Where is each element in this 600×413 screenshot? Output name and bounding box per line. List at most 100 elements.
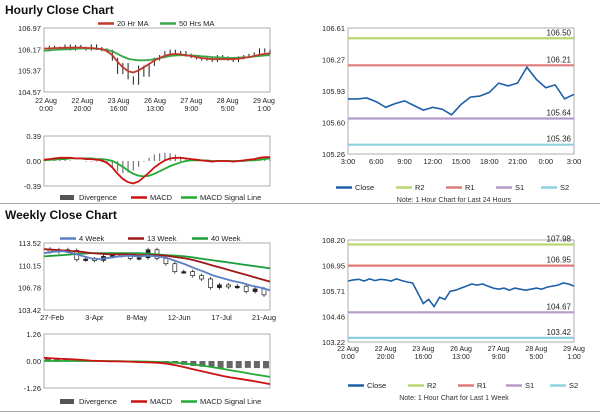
weekly-divergence-bar: [263, 361, 269, 369]
weekly-section-title: Weekly Close Chart: [5, 208, 117, 222]
legend-weekly-macd-label: MACD: [150, 397, 173, 406]
hourly-levels-y-tick-label: 105.60: [322, 119, 345, 128]
weekly-divergence-bar: [244, 361, 251, 368]
weekly-levels-x-tick-label: 26 Aug: [450, 346, 472, 353]
weekly-candle-body: [172, 263, 178, 273]
weekly-r1-level-value: 106.95: [547, 256, 572, 265]
weekly-levels-y-tick-label: 106.95: [322, 262, 345, 271]
hourly-price-x-tick-label: 9:00: [185, 106, 199, 113]
bottom-border: [0, 411, 600, 412]
weekly-price-x-tick-label: 17-Jul: [211, 313, 232, 322]
hourly-levels-x-tick-label: 12:00: [423, 157, 442, 166]
weekly-price-y-tick-label: 110.15: [19, 261, 41, 270]
weekly-candle-body: [83, 258, 89, 261]
legend-hourly-s1-label: S1: [515, 183, 524, 192]
weekly-divergence-bar: [217, 361, 224, 369]
weekly-price-y-tick-label: 103.42: [18, 306, 41, 315]
hourly-levels-y-tick-label: 105.93: [322, 87, 345, 96]
hourly-levels-x-tick-label: 0:00: [538, 157, 553, 166]
weekly-divergence-bar: [235, 361, 242, 369]
weekly-levels-y-tick-label: 108.20: [322, 236, 345, 245]
weekly-divergence-bar: [45, 357, 51, 361]
hourly-macd-line: [43, 156, 270, 185]
weekly-levels-x-tick-label: 27 Aug: [488, 346, 510, 353]
hourly-section-title: Hourly Close Chart: [5, 3, 114, 17]
hourly-price-x-tick-label: 20:00: [74, 106, 92, 113]
hourly-price-x-tick-label: 16:00: [110, 106, 128, 113]
hourly-levels-y-tick-label: 106.27: [322, 56, 345, 65]
hourly-macd-y-tick-label: -0.39: [24, 182, 41, 191]
hourly-levels-x-tick-label: 18:00: [480, 157, 499, 166]
weekly-levels-x-tick-label: 29 Aug: [563, 346, 585, 353]
hourly-price-x-tick-label: 26 Aug: [144, 98, 166, 105]
hourly-price-x-tick-label: 1:00: [257, 106, 271, 113]
hourly-price-y-tick-label: 105.37: [18, 67, 41, 76]
weekly-candle-body: [136, 257, 142, 260]
legend-weekly-macd-signal-label: MACD Signal Line: [200, 397, 261, 406]
weekly-divergence-bar: [253, 361, 260, 369]
weekly-levels-x-tick-label: 9:00: [492, 354, 506, 361]
hourly-levels-x-tick-label: 21:00: [508, 157, 527, 166]
weekly-levels-x-tick-label: 13:00: [452, 354, 470, 361]
hourly-price-x-tick-label: 28 Aug: [217, 98, 239, 105]
weekly-candle-body: [252, 288, 258, 292]
weekly-price-x-tick-label: 3-Apr: [85, 313, 104, 322]
weekly-divergence-bar: [226, 361, 233, 369]
weekly-candle-body: [234, 285, 240, 289]
legend-weekly-s1-label: S1: [525, 381, 534, 390]
weekly-s1-level-value: 104.67: [547, 302, 572, 311]
weekly-macd-y-tick-label: 1.26: [26, 330, 41, 339]
weekly-levels-y-tick-label: 103.22: [322, 338, 345, 347]
hourly-s1-level-value: 105.64: [547, 109, 572, 118]
legend-4-week-label: 4 Week: [79, 234, 105, 243]
weekly-price-x-tick-label: 8-May: [126, 313, 147, 322]
hourly-levels-x-tick-label: 3:00: [341, 157, 356, 166]
weekly-levels-x-tick-label: 22 Aug: [375, 346, 397, 353]
weekly-levels-x-tick-label: 1:00: [567, 354, 581, 361]
weekly-levels-x-tick-label: 23 Aug: [412, 346, 434, 353]
weekly-levels-x-tick-label: 22 Aug: [337, 346, 359, 353]
section-divider: [0, 203, 600, 204]
legend-40-week-label: 40 Week: [211, 234, 241, 243]
weekly-levels-y-tick-label: 105.71: [322, 287, 345, 296]
weekly-candle-body: [217, 284, 222, 288]
hourly-price-x-tick-label: 29 Aug: [253, 98, 275, 105]
weekly-4wk-ma-line: [43, 250, 271, 292]
hourly-price-y-tick-label: 104.57: [18, 88, 41, 97]
hourly-levels-x-tick-label: 3:00: [567, 157, 582, 166]
weekly-levels-plot-frame: [347, 239, 575, 343]
legend-weekly-close-label: Close: [367, 381, 386, 390]
hourly-s2-level-value: 105.36: [547, 135, 572, 144]
hourly-macd-y-tick-label: 0.39: [26, 132, 41, 141]
weekly-price-y-tick-label: 113.52: [19, 239, 41, 248]
legend-weekly-divergence-swatch: [60, 399, 74, 404]
hourly-levels-plot-frame: [347, 27, 575, 155]
hourly-levels-y-tick-label: 106.61: [322, 24, 345, 33]
hourly-price-plot-frame: [43, 27, 271, 93]
weekly-macd-y-tick-label: 0.00: [26, 357, 41, 366]
weekly-candle-body: [199, 275, 204, 280]
legend-hourly-close-label: Close: [355, 183, 374, 192]
weekly-divergence-bar: [190, 361, 197, 366]
hourly-levels-close-line: [348, 65, 575, 116]
weekly-s2-level-value: 103.42: [547, 328, 572, 337]
legend-hourly-r2-label: R2: [415, 183, 425, 192]
legend-13-week-label: 13 Week: [147, 234, 177, 243]
legend-hourly-macd-signal-label: MACD Signal Line: [200, 193, 261, 202]
weekly-price-plot-frame: [43, 242, 271, 311]
hourly-price-x-tick-label: 27 Aug: [180, 98, 202, 105]
weekly-levels-y-tick-label: 104.46: [322, 313, 345, 322]
weekly-macd-y-tick-label: -1.26: [24, 384, 41, 393]
hourly-price-x-tick-label: 0:00: [39, 106, 53, 113]
weekly-candle-body: [243, 285, 249, 292]
legend-hourly-macd-label: MACD: [150, 193, 173, 202]
legend-weekly-r2-label: R2: [427, 381, 437, 390]
hourly-levels-note: Note: 1 Hour Chart for Last 24 Hours: [397, 197, 512, 204]
hourly-levels-x-tick-label: 15:00: [452, 157, 471, 166]
hourly-price-x-tick-label: 22 Aug: [35, 98, 57, 105]
hourly-r2-level-value: 106.50: [547, 28, 572, 37]
legend-weekly-s2-label: S2: [569, 381, 578, 390]
legend-hourly-divergence-swatch: [60, 195, 74, 200]
weekly-levels-x-tick-label: 28 Aug: [525, 346, 547, 353]
